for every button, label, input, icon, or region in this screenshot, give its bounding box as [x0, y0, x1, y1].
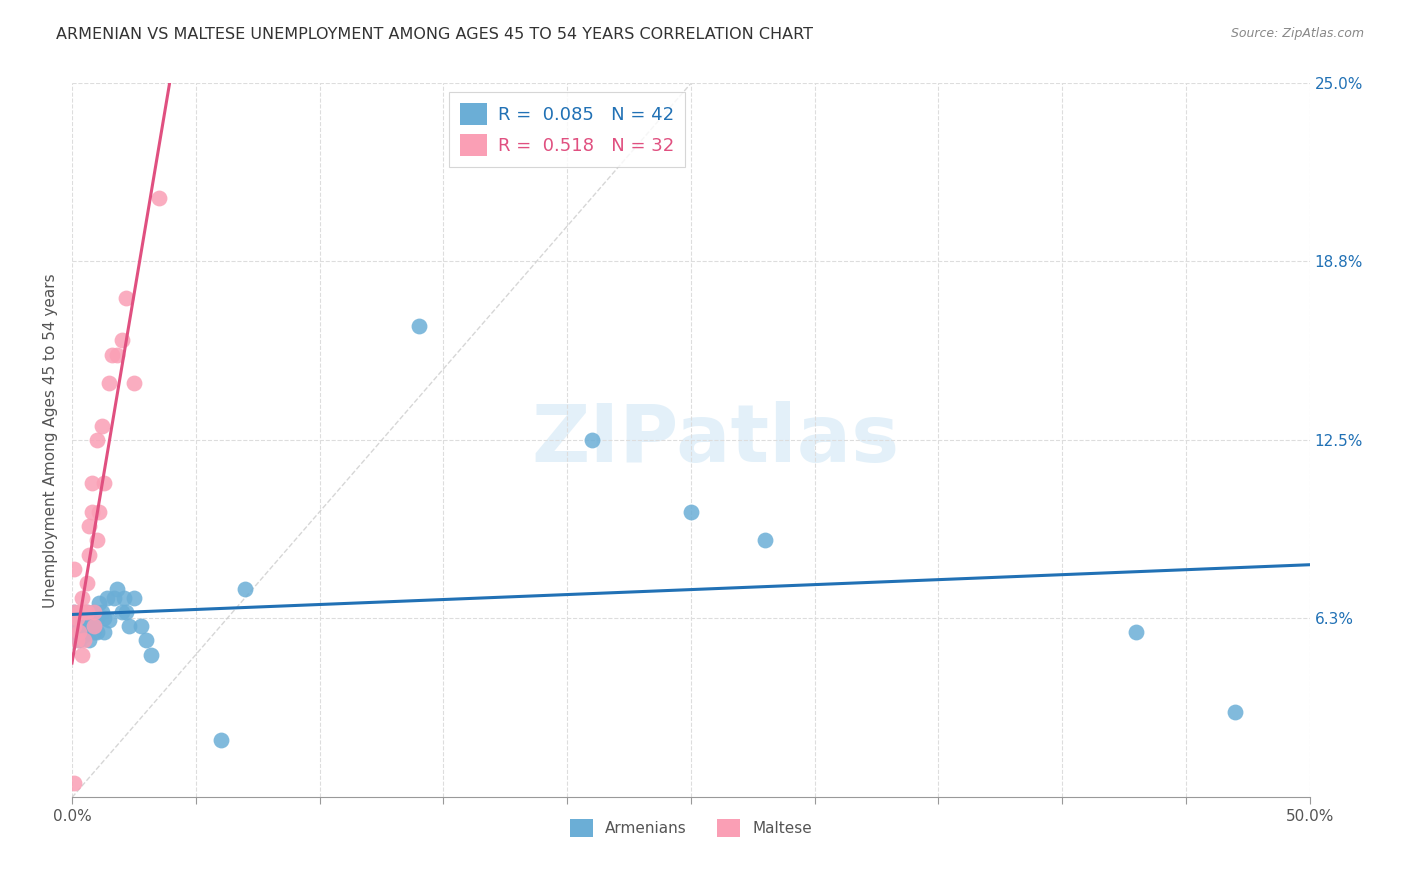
- Point: [89, 596, 111, 610]
- Point: [79, 548, 101, 562]
- Point: [73, 633, 96, 648]
- Point: [122, 376, 145, 391]
- Point: [83, 605, 105, 619]
- Point: [148, 191, 170, 205]
- Point: [63, 619, 86, 633]
- Point: [76, 605, 98, 619]
- Point: [76, 605, 98, 619]
- Point: [89, 505, 111, 519]
- Point: [79, 519, 101, 533]
- Point: [131, 619, 153, 633]
- Point: [70, 591, 93, 605]
- Point: [67, 633, 90, 648]
- Point: [90, 605, 112, 619]
- Point: [86, 434, 108, 448]
- Point: [141, 648, 163, 662]
- Point: [66, 633, 89, 648]
- Point: [112, 591, 135, 605]
- Point: [93, 624, 115, 639]
- Point: [90, 419, 112, 434]
- Point: [103, 591, 125, 605]
- Point: [63, 605, 86, 619]
- Point: [86, 624, 108, 639]
- Point: [63, 562, 86, 576]
- Point: [679, 505, 702, 519]
- Point: [110, 334, 132, 348]
- Point: [80, 505, 103, 519]
- Point: [1225, 705, 1247, 719]
- Point: [98, 613, 121, 627]
- Point: [233, 582, 256, 596]
- Point: [70, 610, 93, 624]
- Point: [63, 605, 86, 619]
- Point: [73, 627, 96, 641]
- Text: Source: ZipAtlas.com: Source: ZipAtlas.com: [1230, 27, 1364, 40]
- Point: [98, 376, 121, 391]
- Point: [66, 613, 89, 627]
- Point: [79, 610, 101, 624]
- Point: [83, 624, 105, 639]
- Point: [67, 619, 90, 633]
- Point: [70, 624, 93, 639]
- Point: [105, 348, 128, 362]
- Point: [754, 533, 776, 548]
- Point: [115, 291, 138, 305]
- Point: [66, 610, 89, 624]
- Point: [115, 605, 138, 619]
- Point: [80, 619, 103, 633]
- Point: [581, 434, 603, 448]
- Text: ZIPatlas: ZIPatlas: [531, 401, 900, 479]
- Point: [96, 591, 118, 605]
- Point: [93, 610, 115, 624]
- Point: [63, 624, 86, 639]
- Point: [67, 605, 90, 619]
- Point: [93, 476, 115, 491]
- Point: [86, 610, 108, 624]
- Point: [79, 633, 101, 648]
- Point: [408, 319, 430, 334]
- Point: [110, 605, 132, 619]
- Point: [86, 533, 108, 548]
- Point: [209, 733, 232, 747]
- Point: [63, 776, 86, 790]
- Y-axis label: Unemployment Among Ages 45 to 54 years: Unemployment Among Ages 45 to 54 years: [44, 273, 58, 607]
- Point: [73, 605, 96, 619]
- Point: [118, 619, 141, 633]
- Point: [73, 613, 96, 627]
- Text: ARMENIAN VS MALTESE UNEMPLOYMENT AMONG AGES 45 TO 54 YEARS CORRELATION CHART: ARMENIAN VS MALTESE UNEMPLOYMENT AMONG A…: [56, 27, 813, 42]
- Point: [122, 591, 145, 605]
- Point: [80, 476, 103, 491]
- Point: [83, 619, 105, 633]
- Point: [67, 624, 90, 639]
- Point: [83, 605, 105, 619]
- Point: [70, 648, 93, 662]
- Point: [76, 576, 98, 591]
- Legend: Armenians, Maltese: Armenians, Maltese: [564, 813, 818, 843]
- Point: [76, 619, 98, 633]
- Point: [100, 348, 122, 362]
- Point: [135, 633, 157, 648]
- Point: [105, 582, 128, 596]
- Point: [1125, 624, 1147, 639]
